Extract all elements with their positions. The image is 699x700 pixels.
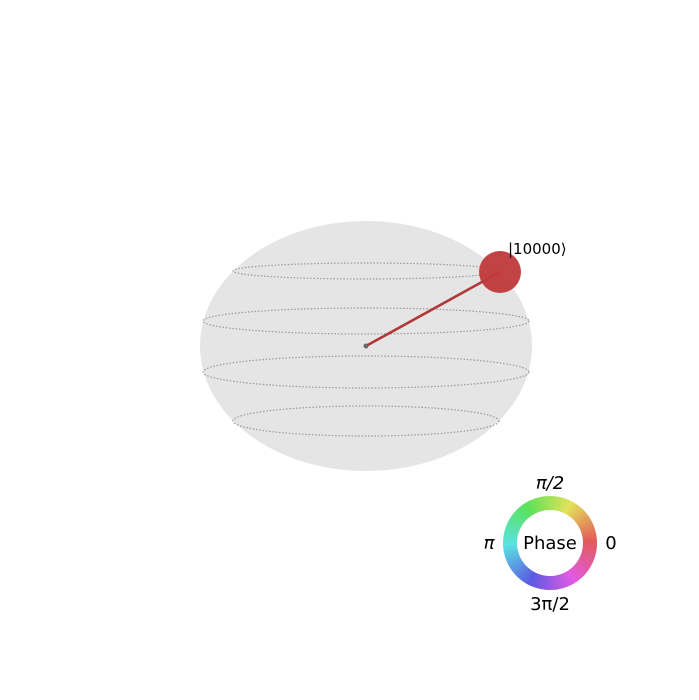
phase-label-pi-over-2: π/2 — [536, 473, 564, 494]
phase-ring-segment — [507, 556, 522, 567]
phase-ring-segment — [577, 559, 591, 570]
phase-ring-segment — [581, 551, 596, 560]
phase-ring-segment — [570, 506, 584, 520]
phase-ring-segment — [509, 559, 524, 571]
phase-label-3pi-over-2: 3π/2 — [530, 594, 570, 615]
phase-ring-segment — [513, 509, 527, 523]
phase-ring-segment — [578, 519, 593, 530]
phase-ring-segment — [555, 574, 563, 590]
phase-ring-segment — [580, 526, 596, 535]
phase-ring-segment — [566, 502, 577, 516]
phase-ring-segment — [558, 573, 567, 589]
phase-ring-segment — [503, 548, 519, 556]
phase-ring-segment — [578, 556, 593, 567]
phase-ring-segment — [505, 523, 521, 533]
phase-ring-segment — [505, 554, 521, 564]
phase-ring-segment — [541, 496, 548, 511]
phase-ring-segment — [504, 526, 519, 535]
state-vector-line — [365, 270, 501, 348]
phase-ring-segment — [545, 575, 551, 590]
phase-ring-segment — [582, 534, 597, 541]
phase-ring-segment — [511, 561, 525, 574]
phase-ring-segment — [529, 498, 539, 514]
phase-ring-segment — [561, 572, 571, 588]
phase-ring-segment — [581, 530, 597, 538]
phase-ring-segment — [516, 566, 530, 580]
phase-ring-segment — [568, 504, 581, 518]
phase-ring-segment — [552, 496, 559, 511]
phase-ring-segment — [563, 500, 574, 515]
phase-ring-segment — [530, 572, 540, 588]
phase-ring-segment — [519, 568, 532, 582]
phase-ring-segment — [516, 506, 529, 520]
sphere-center-dot — [363, 343, 369, 349]
phase-ring-segment — [581, 548, 597, 556]
phase-ring-segment — [579, 553, 595, 563]
phase-ring-segment — [511, 512, 525, 525]
phase-label-0: 0 — [605, 533, 616, 554]
phase-ring-segment — [504, 551, 520, 560]
phase-ring-segment — [568, 568, 581, 582]
phase-ring-segment — [573, 563, 587, 577]
phase-ring-segment — [533, 574, 542, 589]
phase-ring-segment — [575, 512, 589, 525]
phase-ring-segment — [533, 497, 542, 513]
phase-ring-segment — [513, 564, 527, 577]
phase-ring-segment — [558, 497, 567, 512]
phase-ring-segment — [507, 519, 522, 530]
phase-ring-segment — [503, 530, 519, 538]
state-label: |10000⟩ — [508, 240, 567, 258]
latitude-ring-3 — [202, 355, 530, 389]
phase-ring-segment — [566, 569, 578, 584]
phase-wheel: Phase 0 π/2 π 3π/2 — [484, 473, 617, 615]
phase-label-pi: π — [484, 533, 496, 554]
phase-ring-segment — [555, 496, 563, 512]
phase-ring-segment — [549, 496, 555, 511]
phase-ring-segment — [526, 571, 537, 586]
state-marker — [479, 251, 521, 293]
phase-ring-segment — [582, 545, 597, 552]
phase-ring-segment — [519, 504, 532, 518]
phase-ring-segment — [509, 516, 523, 527]
latitude-ring-4 — [232, 405, 500, 437]
phase-ring-segment — [503, 538, 518, 544]
phase-ring-segment — [579, 522, 595, 532]
phase-center-label: Phase — [523, 533, 577, 554]
phase-ring-segment — [563, 571, 574, 586]
phase-ring-segment — [522, 502, 534, 517]
phase-ring-segment — [503, 545, 518, 552]
phase-ring-segment — [537, 574, 545, 590]
phase-ring-segment — [560, 498, 570, 514]
state-vector: |10000⟩ — [363, 240, 567, 349]
phase-ring-segment — [552, 575, 559, 590]
latitude-ring-2 — [202, 307, 530, 335]
phase-ring-segment — [541, 575, 548, 590]
phase-ring-segment — [503, 534, 518, 541]
phase-ring-segment — [582, 542, 597, 548]
phase-ring-segment — [575, 561, 589, 574]
phase-ring-segment — [571, 566, 584, 580]
phase-ring-segment — [537, 496, 545, 512]
phase-ring-segment — [576, 515, 591, 527]
phase-ring-segment — [526, 500, 537, 515]
phase-ring-segment — [573, 509, 587, 522]
phase-ring-segment — [523, 570, 534, 584]
phase-ring — [503, 496, 597, 590]
